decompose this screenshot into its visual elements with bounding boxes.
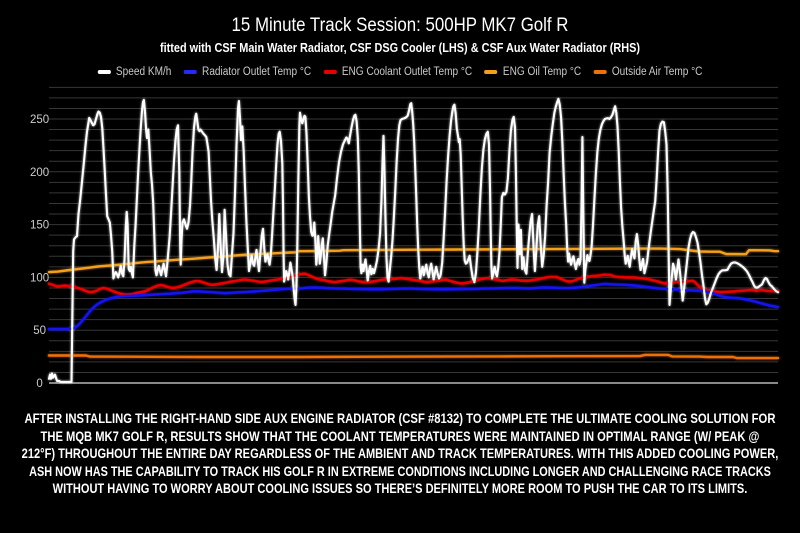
svg-text:150: 150 — [30, 220, 49, 232]
svg-text:200: 200 — [30, 167, 49, 179]
svg-text:50: 50 — [33, 325, 46, 337]
svg-text:250: 250 — [30, 114, 49, 126]
svg-text:100: 100 — [30, 272, 49, 284]
svg-text:0: 0 — [36, 378, 42, 390]
